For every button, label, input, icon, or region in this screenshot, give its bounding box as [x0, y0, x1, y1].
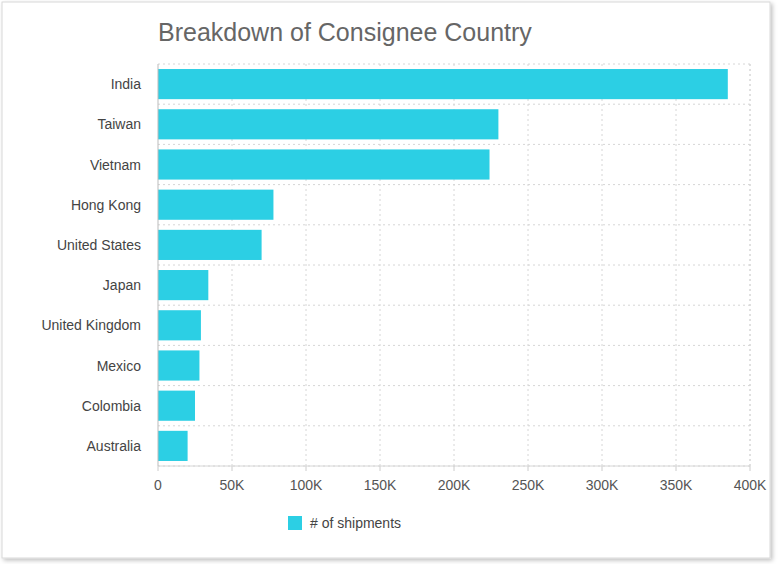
category-label: Vietnam	[90, 157, 141, 173]
category-label: Australia	[87, 438, 142, 454]
y-axis	[158, 64, 159, 466]
tick-mark	[528, 466, 529, 471]
tick-mark	[306, 466, 307, 471]
grid-line	[750, 64, 751, 466]
bars	[158, 69, 728, 461]
category-label: United Kingdom	[41, 317, 141, 333]
tick-label: 250K	[512, 477, 545, 493]
bar	[158, 270, 208, 300]
tick-mark	[158, 466, 159, 471]
tick-label: 100K	[290, 477, 323, 493]
bar	[158, 431, 188, 461]
chart: Breakdown of Consignee Country 0 50K 100K 15…	[0, 0, 780, 564]
tick-mark	[676, 466, 677, 471]
title: Breakdown of Consignee Country	[158, 18, 532, 46]
row-grid-line	[158, 466, 750, 467]
grid-line	[676, 64, 677, 466]
category-label: India	[111, 76, 142, 92]
bar	[158, 230, 262, 260]
x-axis	[158, 466, 750, 467]
category-label: Japan	[103, 277, 141, 293]
tick-mark	[750, 466, 751, 471]
grid-line	[602, 64, 603, 466]
bar	[158, 149, 490, 179]
legend-label: # of shipments	[310, 515, 401, 531]
tick-label: 0	[154, 477, 162, 493]
bar	[158, 109, 498, 139]
bar	[158, 391, 195, 421]
grid-line	[528, 64, 529, 466]
category-label: Colombia	[82, 398, 141, 414]
bar	[158, 310, 201, 340]
tick-mark	[232, 466, 233, 471]
plot-edge	[750, 64, 751, 466]
bar	[158, 350, 199, 380]
tick-mark	[454, 466, 455, 471]
card	[2, 2, 770, 558]
tick-label: 200K	[438, 477, 471, 493]
category-label: Taiwan	[97, 116, 141, 132]
category-label: United States	[57, 237, 141, 253]
tick-label: 400K	[734, 477, 767, 493]
tick-mark	[602, 466, 603, 471]
tick-label: 50K	[220, 477, 246, 493]
tick-mark	[380, 466, 381, 471]
legend-swatch	[288, 516, 302, 530]
tick-label: 150K	[364, 477, 397, 493]
bar	[158, 69, 728, 99]
tick-label: 300K	[586, 477, 619, 493]
category-label: Mexico	[97, 358, 142, 374]
category-label: Hong Kong	[71, 197, 141, 213]
bar	[158, 190, 273, 220]
tick-label: 350K	[660, 477, 693, 493]
